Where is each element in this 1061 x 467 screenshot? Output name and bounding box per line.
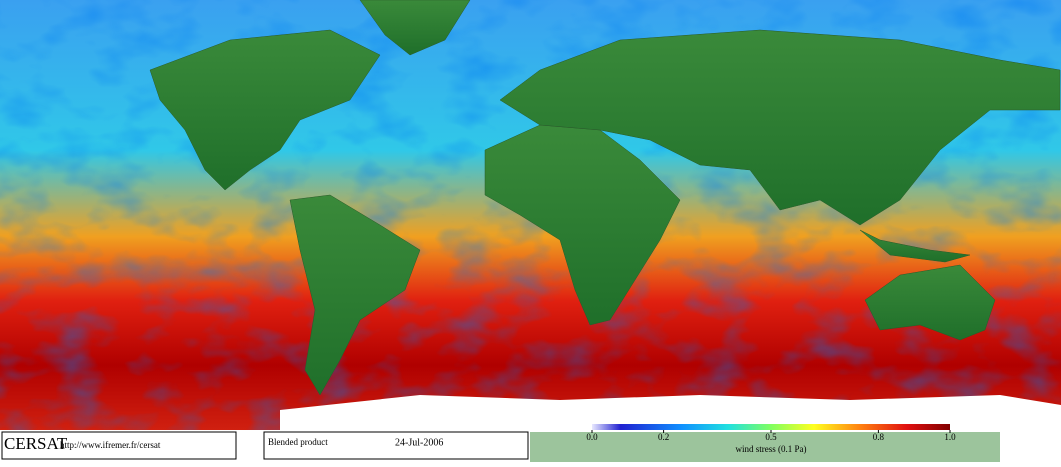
- url: http://www.ifremer.fr/cersat: [60, 440, 161, 450]
- colorbar-tick-label: 0.5: [765, 432, 777, 442]
- colorbar-tick-label: 1.0: [944, 432, 956, 442]
- product: Blended product: [268, 437, 328, 447]
- africa: [484, 124, 681, 326]
- product-box: [263, 431, 529, 460]
- south-america: [289, 194, 421, 396]
- indonesia: [859, 229, 971, 263]
- antarctica: [280, 395, 1061, 430]
- colorbar-label: wind stress (0.1 Pa): [736, 444, 807, 454]
- logo: CERSAT: [4, 434, 68, 453]
- continents: [149, 0, 1061, 396]
- eurasia: [499, 29, 1061, 226]
- colorbar-tick-label: 0.0: [586, 432, 598, 442]
- north-america: [149, 29, 381, 191]
- antarctica-edge: [530, 432, 1000, 462]
- colorbar-tick-label: 0.8: [873, 432, 885, 442]
- greenland: [359, 0, 471, 56]
- colorbar: [592, 424, 950, 430]
- date: 24-Jul-2006: [395, 437, 443, 448]
- logo-box: [1, 431, 237, 460]
- colorbar-tick-label: 0.2: [658, 432, 669, 442]
- australia: [864, 264, 996, 341]
